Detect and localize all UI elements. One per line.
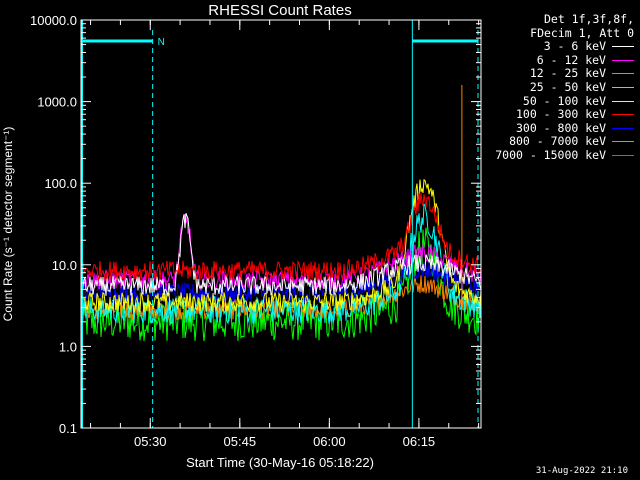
x-tick-label: 05:30 (134, 434, 167, 449)
y-tick-label: 1000.0 (37, 95, 77, 110)
plot-frame (80, 19, 482, 429)
legend-item: 100 - 300 keV (480, 108, 640, 122)
legend-label: 800 - 7000 keV (509, 134, 606, 149)
timestamp-footer: 31-Aug-2022 21:10 (535, 466, 628, 476)
legend-item: 25 - 50 keV (480, 79, 640, 95)
y-tick-label: 100.0 (44, 176, 77, 191)
x-axis: 05:30 05:45 06:00 06:15 (90, 20, 480, 449)
legend-swatch (612, 127, 634, 129)
legend-label: 3 - 6 keV (543, 39, 606, 54)
legend-label: 6 - 12 keV (536, 52, 606, 67)
legend-item: 300 - 800 keV (480, 120, 640, 136)
legend-item: 50 - 100 keV (480, 93, 640, 109)
legend: Det 1f,3f,8f, FDecim 1, Att 0 3 - 6 keV 6… (480, 12, 640, 163)
trace-2 (80, 227, 482, 342)
legend-swatch (612, 59, 634, 61)
legend-swatch (612, 154, 634, 156)
legend-swatch (612, 141, 634, 143)
legend-swatch (612, 100, 634, 102)
x-tick-label: 06:15 (403, 434, 436, 449)
legend-label: 12 - 25 keV (529, 66, 606, 81)
y-axis-label: Count Rate (s⁻¹ detector segment⁻¹) (1, 127, 15, 322)
legend-label: 100 - 300 keV (515, 107, 606, 122)
legend-header-2: FDecim 1, Att 0 (530, 25, 634, 40)
legend-item: 3 - 6 keV (480, 40, 640, 54)
y-tick-label: 0.1 (59, 421, 77, 436)
y-axis: 0.1 1.0 10.0 100.0 1000.0 10000.0 (30, 13, 481, 436)
legend-swatch (612, 114, 634, 116)
legend-label: 7000 - 15000 keV (495, 147, 606, 162)
legend-item: 800 - 7000 keV (480, 135, 640, 149)
overlays-group: N (81, 20, 479, 428)
legend-swatch (612, 73, 634, 75)
x-axis-label: Start Time (30-May-16 05:18:22) (186, 455, 374, 470)
x-tick-label: 06:00 (313, 434, 346, 449)
legend-item: 6 - 12 keV (480, 52, 640, 68)
trace-4 (80, 179, 482, 314)
legend-swatch (612, 86, 634, 88)
trace-0 (80, 212, 482, 296)
legend-label: 50 - 100 keV (522, 93, 606, 108)
traces-group (80, 84, 482, 342)
legend-label: 25 - 50 keV (529, 79, 606, 94)
legend-item: 12 - 25 keV (480, 67, 640, 81)
y-tick-label: 1.0 (59, 339, 77, 354)
y-tick-label: 10.0 (52, 258, 77, 273)
legend-label: 300 - 800 keV (515, 120, 606, 135)
trace-5 (80, 192, 482, 282)
night-annotation: N (158, 37, 165, 48)
y-tick-label: 10000.0 (30, 13, 77, 28)
x-tick-label: 05:45 (224, 434, 257, 449)
legend-header-1: Det 1f,3f,8f, (543, 12, 634, 26)
chart-title: RHESSI Count Rates (208, 2, 351, 19)
legend-item: 7000 - 15000 keV (480, 147, 640, 163)
legend-swatch (612, 46, 634, 48)
legend-rows: 3 - 6 keV 6 - 12 keV 12 - 25 keV 25 - 50 ke… (480, 40, 640, 162)
